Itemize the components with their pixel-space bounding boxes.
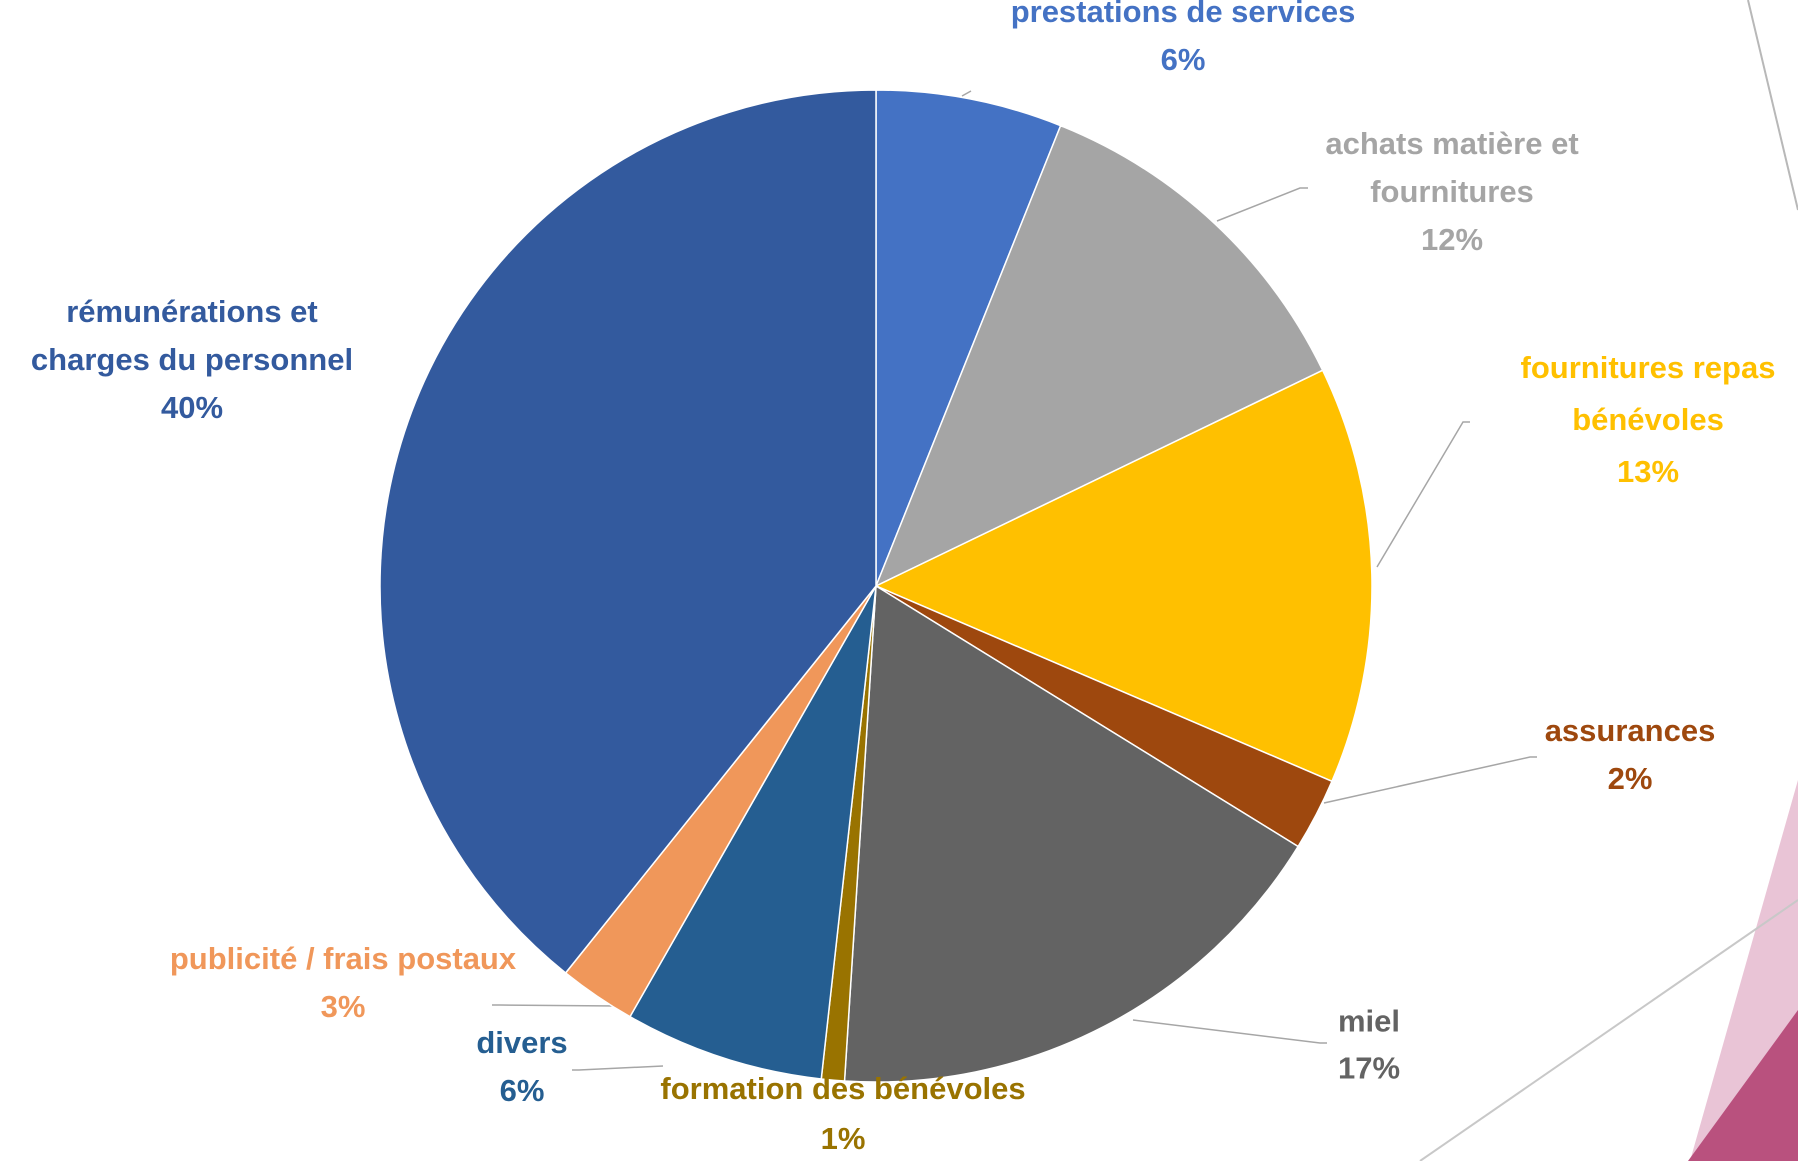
slice-percent-label: 17% [1338, 1051, 1400, 1086]
leader-lines [492, 90, 1537, 1071]
slice-percent-label: 12% [1421, 222, 1483, 257]
pie-slices [379, 89, 1373, 1083]
slice-category-label: fournitures repas [1521, 350, 1776, 385]
slice-category-label: formation des bénévoles [660, 1071, 1025, 1106]
slice-category-label: publicité / frais postaux [170, 941, 517, 976]
leader-line-5 [1132, 1019, 1327, 1044]
leader-line-3 [1376, 421, 1470, 568]
corner-line-a [1747, 0, 1798, 211]
magenta-corner-shape [1688, 1010, 1798, 1161]
pie-slice-7 [628, 585, 877, 1080]
slice-percent-label: 6% [1161, 42, 1206, 77]
leader-line-4 [1323, 756, 1537, 804]
slice-percent-label: 13% [1617, 454, 1679, 489]
decorative-corner-shapes [1419, 0, 1798, 1161]
slice-percent-label: 3% [321, 989, 366, 1024]
slice-labels: prestations de services 6% achats matière … [31, 0, 1776, 1156]
pie-slice-9 [379, 89, 877, 974]
slice-category-label: divers [476, 1025, 567, 1060]
slice-category-label: rémunérations et [66, 294, 318, 329]
slice-percent-label: 1% [821, 1121, 866, 1156]
slice-category-label: achats matière et [1325, 126, 1578, 161]
pie-slice-1 [875, 89, 1062, 587]
slice-percent-label: 6% [500, 1073, 545, 1108]
pie-slice-5 [843, 584, 1300, 1083]
leader-line-1 [961, 90, 972, 97]
pie-slice-2 [874, 124, 1324, 588]
slice-percent-label: 40% [161, 390, 223, 425]
corner-line-b [1419, 899, 1798, 1161]
slice-category-label: assurances [1545, 713, 1716, 748]
leader-line-7 [572, 1065, 664, 1071]
pie-slice-3 [874, 369, 1373, 783]
slice-category-label: charges du personnel [31, 342, 353, 377]
slice-category-label: miel [1338, 1004, 1400, 1039]
leader-line-8 [492, 1004, 619, 1007]
slice-category-label: bénévoles [1572, 402, 1724, 437]
slice-category-label: prestations de services [1011, 0, 1356, 29]
leader-line-2 [1216, 187, 1308, 222]
slice-category-label: fournitures [1370, 174, 1534, 209]
slice-percent-label: 2% [1608, 761, 1653, 796]
